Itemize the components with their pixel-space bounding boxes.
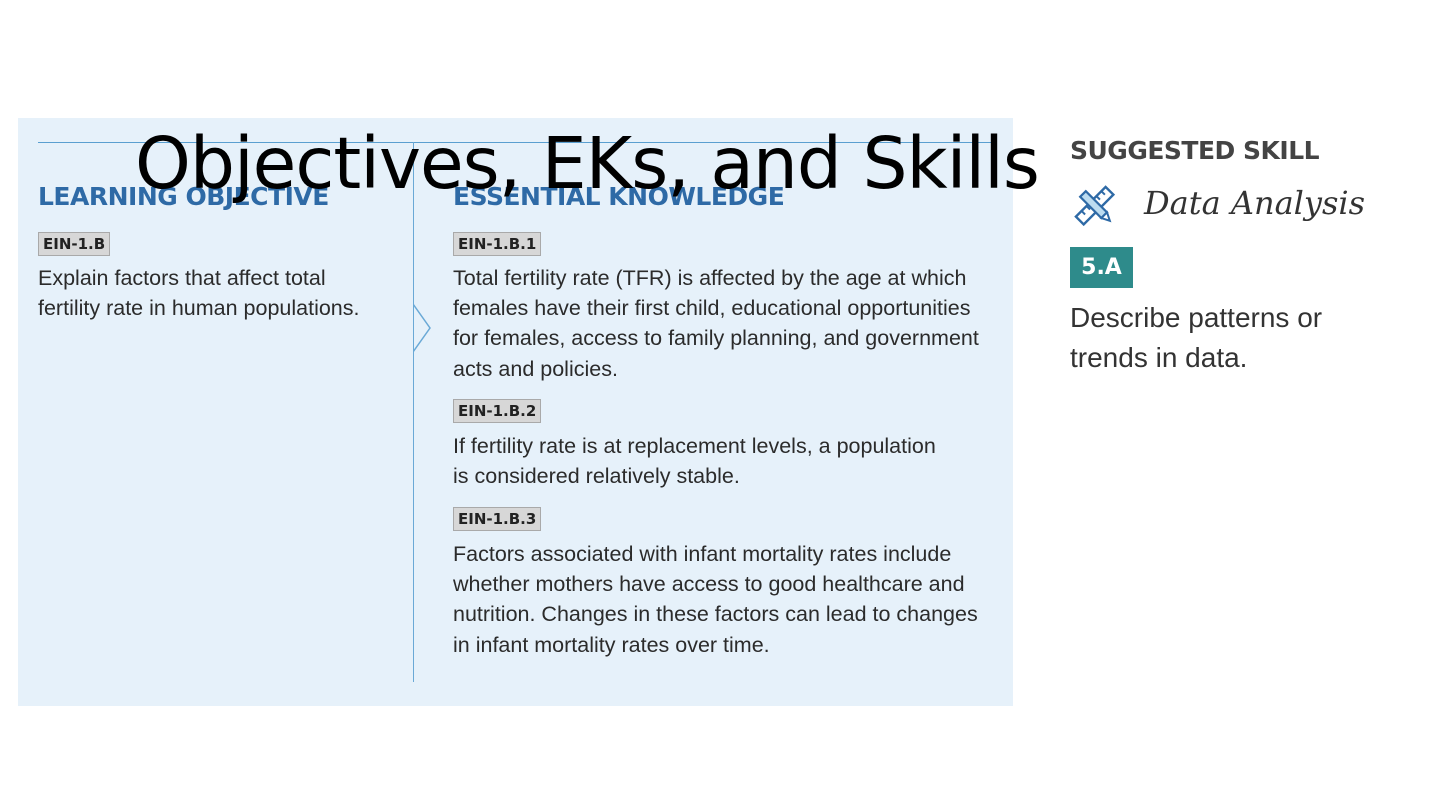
ek-text: Total fertility rate (TFR) is affected b… [453,266,979,381]
learning-objective-code: EIN-1.B [38,232,111,256]
panel-top-rule [38,142,996,143]
suggested-skill-description: Describe patterns or trends in data. [1070,302,1323,373]
suggested-skill-heading: SUGGESTED SKILL [1070,136,1320,165]
ek-code: EIN-1.B.2 [453,399,542,423]
column-divider [413,142,414,682]
learning-objective-heading: LEARNING OBJECTIVE [38,182,329,211]
ek-code: EIN-1.B.3 [453,507,542,531]
suggested-skill-code-badge: 5.A [1070,247,1133,288]
ek-text: Factors associated with infant mortality… [453,542,978,657]
ek-text: If fertility rate is at replacement leve… [453,434,936,489]
pencil-ruler-icon [1074,185,1116,227]
ek-code: EIN-1.B.1 [453,232,542,256]
slide-title: Objectives, EKs, and Skills [135,122,1040,205]
divider-notch [413,304,431,352]
essential-knowledge-heading: ESSENTIAL KNOWLEDGE [453,182,785,211]
suggested-skill-name: Data Analysis [1144,184,1366,222]
learning-objective-text: Explain factors that affect total fertil… [38,266,360,321]
